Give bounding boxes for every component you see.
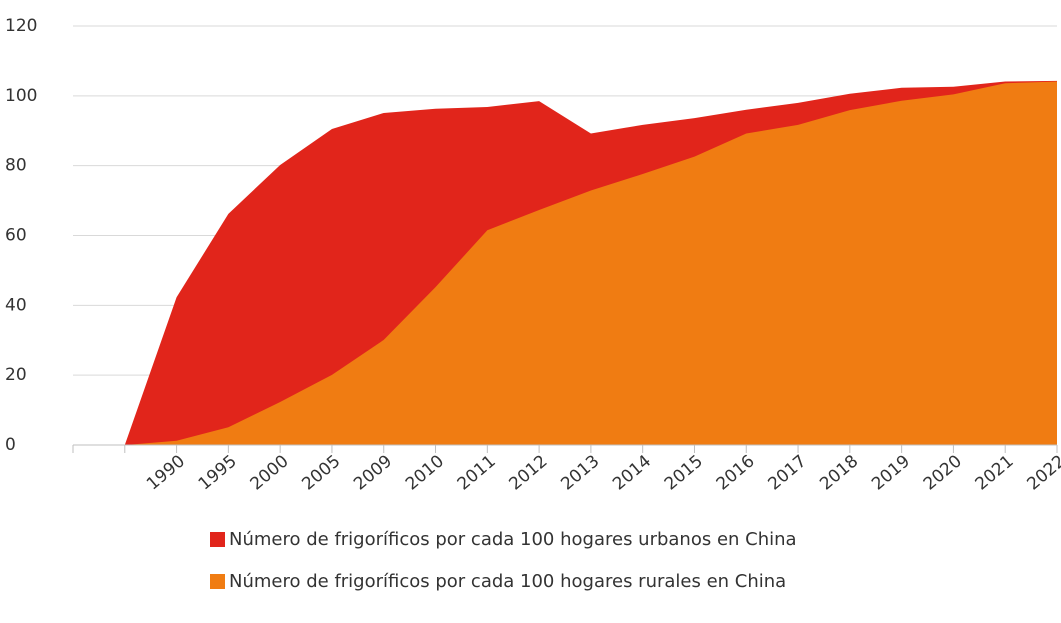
legend: Número de frigoríficos por cada 100 hoga…: [210, 529, 797, 592]
y-tick-label: 20: [5, 365, 27, 385]
y-tick-label: 0: [5, 435, 16, 455]
x-tick-label: 2015: [661, 451, 707, 494]
legend-swatch: [210, 574, 225, 589]
legend-label: Número de frigoríficos por cada 100 hoga…: [229, 571, 786, 592]
x-tick-label: 2020: [920, 451, 966, 494]
area: [124, 81, 1057, 445]
legend-swatch: [210, 532, 225, 547]
x-tick-label: 2014: [609, 451, 655, 494]
x-tick-label: 2017: [764, 451, 810, 494]
x-tick-label: 2013: [557, 451, 603, 494]
x-tick-label: 2018: [816, 451, 862, 494]
x-tick-label: 1995: [195, 451, 241, 494]
x-tick-label: 2022: [1023, 451, 1061, 494]
y-tick-label: 80: [5, 156, 27, 176]
y-tick-label: 40: [5, 295, 27, 315]
x-tick-label: 2011: [454, 451, 500, 494]
x-tick-label: 2012: [506, 451, 552, 494]
x-tick-label: 2021: [972, 451, 1018, 494]
x-tick-label: 2019: [868, 451, 914, 494]
y-tick-label: 120: [5, 16, 37, 36]
y-tick-label: 60: [5, 226, 27, 246]
x-tick-label: 2000: [247, 451, 293, 494]
x-tick-label: 2009: [350, 451, 396, 494]
x-tick-label: 2016: [713, 451, 759, 494]
y-tick-label: 100: [5, 86, 37, 106]
x-tick-label: 2010: [402, 451, 448, 494]
legend-label: Número de frigoríficos por cada 100 hoga…: [229, 529, 797, 550]
x-tick-label: 1990: [143, 451, 189, 494]
x-tick-label: 2005: [298, 451, 344, 494]
